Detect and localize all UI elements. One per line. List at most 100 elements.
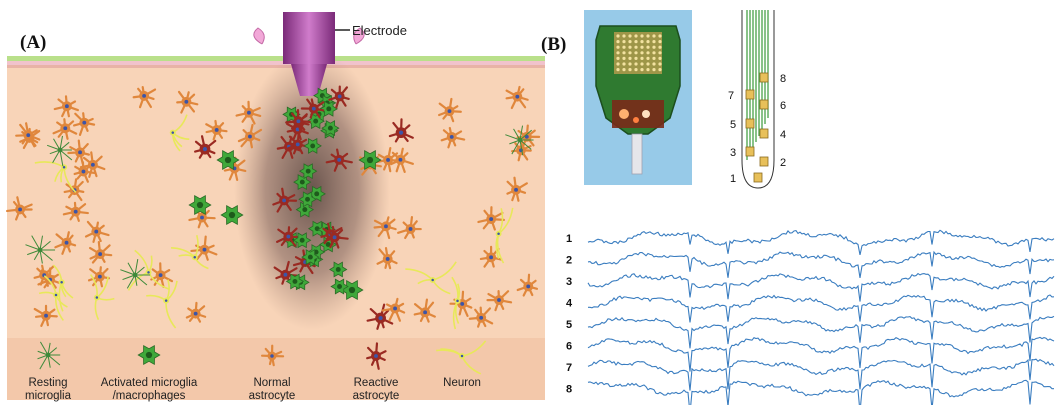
legend-label-line: Activated microglia <box>100 377 198 389</box>
normal-astrocyte <box>516 273 539 297</box>
connector-pin <box>622 34 626 38</box>
normal-astrocyte <box>373 216 397 240</box>
connector-pin <box>646 34 650 38</box>
neuron <box>127 249 170 291</box>
legend-icon-resting-microglia <box>37 341 61 370</box>
neuron <box>451 276 461 330</box>
resting-microglia <box>46 135 73 167</box>
normal-astrocyte <box>235 100 262 125</box>
reactive-astrocyte <box>328 85 350 109</box>
connector-pin <box>640 62 644 66</box>
neuron <box>405 261 457 295</box>
eeg-trace <box>587 379 1054 405</box>
connector-pin <box>652 40 656 44</box>
legend-label-line: Normal <box>253 377 291 389</box>
connector-pin <box>658 68 662 72</box>
connector-pin <box>616 51 620 55</box>
legend-label-neuron: Neuron <box>402 377 522 390</box>
normal-astrocyte <box>477 206 505 231</box>
recording-site <box>745 89 755 100</box>
connector-pin <box>640 34 644 38</box>
normal-astrocyte <box>15 122 41 148</box>
connector-pin <box>658 51 662 55</box>
trace-label: 4 <box>566 298 573 310</box>
normal-astrocyte <box>397 216 422 240</box>
resting-microglia <box>505 125 534 156</box>
connector-pin <box>652 45 656 49</box>
connector-pin <box>646 68 650 72</box>
recording-site-label: 1 <box>730 173 736 185</box>
normal-astrocyte <box>438 97 462 123</box>
connector-pin <box>652 51 656 55</box>
connector-pin <box>622 51 626 55</box>
connector-pin <box>640 40 644 44</box>
normal-astrocyte <box>486 290 513 312</box>
meninges-layer <box>7 56 545 61</box>
connector-pin <box>640 51 644 55</box>
connector-pin <box>640 56 644 61</box>
normal-astrocyte <box>479 245 503 268</box>
normal-astrocyte <box>132 86 157 109</box>
activated-microglia <box>216 149 240 171</box>
normal-astrocyte <box>506 176 528 202</box>
neuron <box>171 234 209 270</box>
legend-label-reactive-astrocyte: Reactive astrocyte <box>316 377 436 403</box>
reactive-astrocyte <box>194 135 217 159</box>
connector-pin <box>622 68 626 72</box>
activated-microglia <box>220 204 244 226</box>
connector-pin <box>628 51 632 55</box>
normal-astrocyte <box>87 266 110 288</box>
connector-pin <box>658 40 662 44</box>
normal-astrocyte <box>516 124 541 150</box>
legend-label-line: Resting <box>28 377 68 389</box>
activated-microglia <box>330 278 349 295</box>
connector-pin <box>646 40 650 44</box>
reactive-astrocyte <box>325 148 353 172</box>
activated-microglia <box>301 249 320 266</box>
connector-pin <box>634 62 638 66</box>
reactive-astrocyte <box>285 109 311 133</box>
connector-pin <box>628 56 632 61</box>
legend-icon-activated-microglia <box>137 344 161 366</box>
normal-astrocyte <box>150 262 174 288</box>
legend-label-resting-microglia: Resting microglia <box>0 377 108 403</box>
connector-pin <box>640 45 644 49</box>
normal-astrocyte <box>52 118 78 140</box>
connector-pin <box>616 40 620 44</box>
probe-photo <box>584 10 692 185</box>
neuron <box>34 161 77 193</box>
recording-site <box>759 156 769 167</box>
neuron <box>146 279 178 329</box>
recording-site <box>759 128 769 139</box>
connector-pin <box>634 45 638 49</box>
legend-label-line: Neuron <box>443 377 481 389</box>
trace-label: 2 <box>566 255 572 267</box>
activated-microglia <box>329 261 348 278</box>
normal-astrocyte <box>413 298 436 323</box>
neuron <box>52 264 74 312</box>
connector-pin <box>622 56 626 61</box>
normal-astrocyte <box>468 306 494 328</box>
trace-label: 3 <box>566 276 572 288</box>
normal-astrocyte <box>188 205 216 229</box>
legend-icon-reactive-astrocyte <box>366 342 387 370</box>
normal-astrocyte <box>89 240 113 264</box>
connector-pin <box>628 68 632 72</box>
connector-pin <box>634 56 638 61</box>
connector-pin <box>616 62 620 66</box>
neuron <box>169 114 190 152</box>
legend-icon-neuron <box>436 340 487 375</box>
reactive-astrocyte <box>275 226 300 247</box>
neuron <box>38 275 68 321</box>
electrode <box>253 12 365 96</box>
legend-label-line: microglia <box>24 390 71 402</box>
recording-site <box>745 146 755 157</box>
recording-site <box>759 99 769 110</box>
connector-pin <box>622 62 626 66</box>
normal-astrocyte <box>237 123 263 149</box>
reactive-astrocyte <box>272 187 298 213</box>
reactive-astrocyte <box>388 118 414 143</box>
connector-pin <box>616 68 620 72</box>
recording-site <box>759 72 769 83</box>
connector-pin <box>658 62 662 66</box>
